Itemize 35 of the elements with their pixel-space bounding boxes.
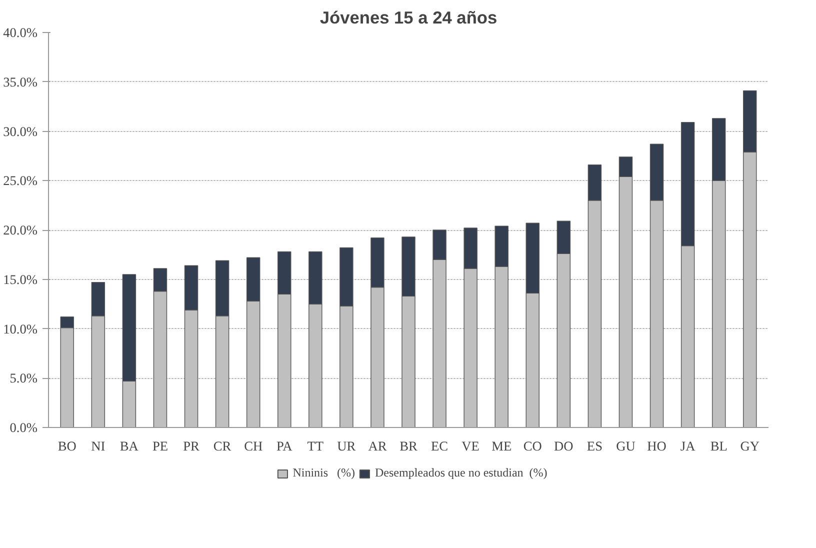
x-tick-label: CH <box>244 438 263 454</box>
legend-label: Nininis (%) <box>292 466 356 480</box>
x-tick-label: BR <box>400 438 418 454</box>
x-tick-label: NI <box>91 438 106 454</box>
y-tick-label: 35.0% <box>3 74 38 90</box>
x-tick-label: CR <box>213 438 232 454</box>
x-tick-label: BL <box>710 438 728 454</box>
x-tick-label: BA <box>120 438 139 454</box>
x-tick-label: GU <box>616 438 636 454</box>
x-tick-label: ES <box>586 438 602 454</box>
x-tick-label: BO <box>58 438 77 454</box>
y-tick-label: 30.0% <box>3 124 38 139</box>
x-tick-label: PA <box>276 438 293 454</box>
y-tick-label: 0.0% <box>10 420 38 435</box>
legend-label: Desempleados que no estudian (%) <box>375 466 548 480</box>
y-tick-label: 40.0% <box>3 25 38 40</box>
y-tick-label: 5.0% <box>10 370 38 386</box>
y-tick-label: 25.0% <box>3 173 38 188</box>
x-tick-label: AR <box>368 438 387 454</box>
x-tick-label: JA <box>680 438 696 454</box>
x-tick-label: EC <box>431 438 448 454</box>
y-tick-label: 20.0% <box>3 222 38 238</box>
x-tick-label: UR <box>337 438 356 454</box>
chart-title: Jóvenes 15 a 24 años <box>320 8 498 28</box>
x-tick-label: DO <box>554 438 574 454</box>
x-tick-label: VE <box>462 438 480 454</box>
y-tick-label: 10.0% <box>3 321 38 336</box>
x-tick-label: HO <box>647 438 667 454</box>
x-tick-label: ME <box>492 438 512 454</box>
x-tick-label: PR <box>183 438 200 454</box>
x-tick-label: TT <box>307 438 324 454</box>
y-tick-label: 15.0% <box>3 272 38 287</box>
x-tick-label: PE <box>152 438 168 454</box>
x-tick-label: CO <box>523 438 542 454</box>
x-tick-label: GY <box>740 438 760 454</box>
